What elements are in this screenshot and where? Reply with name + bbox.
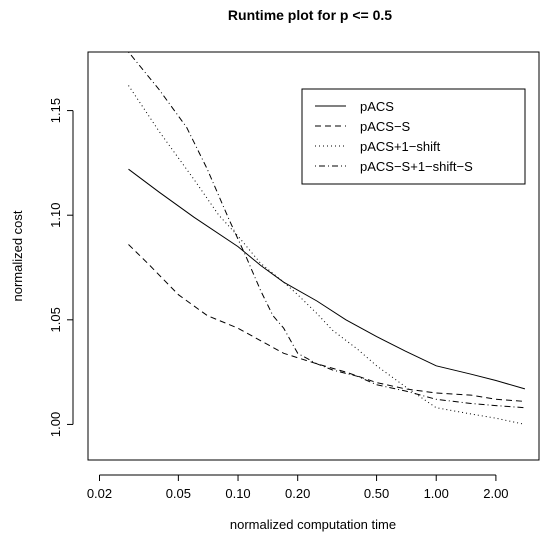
y-tick-label: 1.10 xyxy=(48,203,63,228)
x-tick-label: 2.00 xyxy=(483,486,508,501)
legend-label-4: pACS−S+1−shift−S xyxy=(360,159,473,174)
x-tick-label: 0.20 xyxy=(285,486,310,501)
series-layer xyxy=(128,51,526,425)
x-tick-label: 0.10 xyxy=(225,486,250,501)
x-axis-label: normalized computation time xyxy=(230,517,396,532)
series-line-4 xyxy=(128,51,525,409)
y-tick-label: 1.15 xyxy=(48,98,63,123)
legend: pACS pACS−S pACS+1−shift pACS−S+1−shift−S xyxy=(301,88,526,185)
x-axis: 0.02 0.05 0.10 0.20 0.50 1.00 2.00 xyxy=(87,474,509,501)
y-axis: 1.00 1.05 1.10 1.15 xyxy=(48,98,74,437)
series-line-1 xyxy=(128,168,526,390)
y-tick-label: 1.00 xyxy=(48,412,63,437)
plot-frame xyxy=(87,51,540,461)
y-tick-label: 1.05 xyxy=(48,307,63,332)
legend-box xyxy=(301,88,526,185)
x-tick-label: 0.02 xyxy=(87,486,112,501)
legend-label-2: pACS−S xyxy=(360,119,411,134)
x-tick-label: 0.05 xyxy=(166,486,191,501)
legend-label-3: pACS+1−shift xyxy=(360,139,441,154)
chart-title: Runtime plot for p <= 0.5 xyxy=(228,7,392,23)
y-axis-label: normalized cost xyxy=(10,210,25,301)
legend-label-1: pACS xyxy=(360,99,394,114)
x-tick-label: 0.50 xyxy=(364,486,389,501)
series-line-2 xyxy=(128,244,525,402)
x-tick-label: 1.00 xyxy=(424,486,449,501)
